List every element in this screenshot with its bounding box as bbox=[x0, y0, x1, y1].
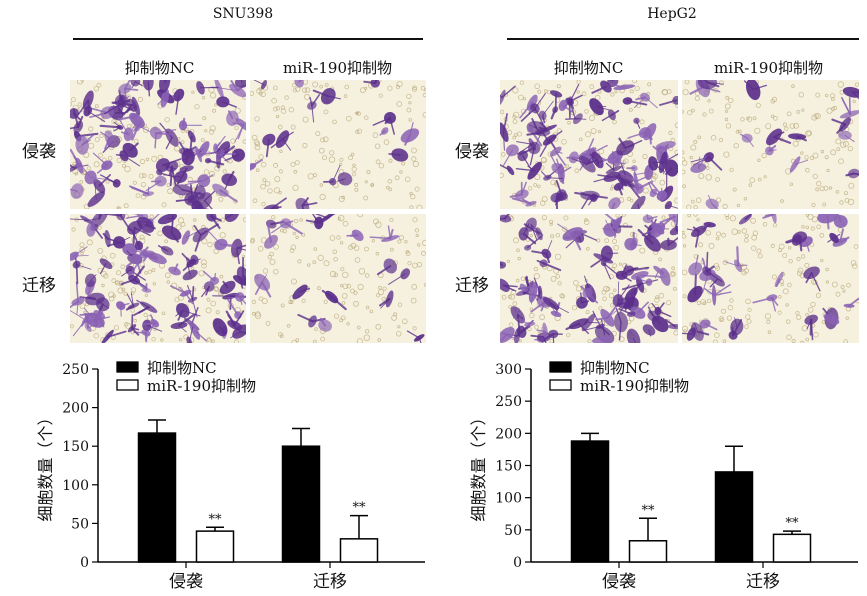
title-rule bbox=[507, 38, 859, 40]
column-label-nc: 抑制物NC bbox=[124, 59, 195, 77]
y-tick-label: 150 bbox=[495, 459, 522, 475]
title-rule bbox=[73, 38, 423, 40]
micrograph-migration-nc bbox=[500, 214, 678, 343]
y-tick-label: 100 bbox=[495, 491, 522, 507]
micrograph-invasion-inhibitor bbox=[250, 80, 426, 209]
y-tick-label: 50 bbox=[504, 523, 522, 539]
y-tick-label: 50 bbox=[71, 516, 89, 532]
column-label-inhibitor: miR-190抑制物 bbox=[713, 59, 823, 77]
micrograph-invasion-nc bbox=[70, 80, 246, 209]
significance-mark: ** bbox=[642, 503, 656, 518]
legend-swatch bbox=[116, 379, 139, 391]
y-tick-label: 300 bbox=[495, 362, 522, 378]
y-tick-label: 100 bbox=[62, 478, 89, 494]
bar-chart-snu398: 0 50 100 150 200 250 细胞数量（个） ** 侵袭 ** 迁移 抑制物NCmiR-1… bbox=[36, 359, 425, 592]
y-axis-label: 细胞数量（个） bbox=[469, 409, 488, 521]
bar-nc bbox=[281, 445, 321, 563]
bar-nc bbox=[570, 440, 610, 563]
legend-swatch bbox=[549, 379, 572, 391]
legend-swatch bbox=[116, 361, 139, 373]
y-tick-label: 250 bbox=[495, 394, 522, 410]
row-label-invasion: 侵袭 bbox=[455, 142, 489, 162]
y-tick-label: 0 bbox=[80, 555, 89, 571]
y-tick-label: 150 bbox=[62, 439, 89, 455]
cell-line-title: HepG2 bbox=[647, 6, 697, 22]
bar-inhibitor bbox=[195, 530, 235, 563]
panel-snu398: SNU398 抑制物NC miR-190抑制物 侵袭 迁移 0 50 100 150 2… bbox=[0, 0, 433, 596]
bar-nc bbox=[714, 471, 754, 563]
y-axis-label: 细胞数量（个） bbox=[36, 409, 55, 521]
row-label-invasion: 侵袭 bbox=[22, 142, 56, 162]
x-tick-label: 迁移 bbox=[313, 572, 347, 592]
x-tick-label: 迁移 bbox=[746, 572, 780, 592]
bar-inhibitor bbox=[339, 538, 379, 563]
cell-line-title: SNU398 bbox=[212, 6, 274, 22]
micrograph-invasion-inhibitor bbox=[682, 80, 859, 209]
y-tick-label: 250 bbox=[62, 362, 89, 378]
micrograph-migration-nc bbox=[70, 214, 246, 343]
row-label-migration: 迁移 bbox=[455, 276, 489, 296]
legend-label: miR-190抑制物 bbox=[580, 377, 689, 395]
bar-inhibitor bbox=[772, 533, 812, 563]
x-tick-label: 侵袭 bbox=[169, 572, 203, 592]
row-label-migration: 迁移 bbox=[22, 276, 56, 296]
micrograph-invasion-nc bbox=[500, 80, 678, 209]
y-tick-label: 0 bbox=[513, 555, 522, 571]
legend-label: miR-190抑制物 bbox=[147, 377, 256, 395]
bar-inhibitor bbox=[628, 540, 668, 563]
panel-hepg2: HepG2 抑制物NC miR-190抑制物 侵袭 迁移 0 50 100 150 20… bbox=[433, 0, 866, 596]
column-label-nc: 抑制物NC bbox=[553, 59, 624, 77]
legend-label: 抑制物NC bbox=[580, 359, 650, 377]
significance-mark: ** bbox=[209, 512, 223, 527]
y-tick-label: 200 bbox=[495, 426, 522, 442]
x-tick-label: 侵袭 bbox=[602, 572, 636, 592]
significance-mark: ** bbox=[786, 516, 800, 531]
micrograph-migration-inhibitor bbox=[250, 214, 426, 343]
legend-swatch bbox=[549, 361, 572, 373]
micrograph-migration-inhibitor bbox=[682, 214, 859, 343]
y-tick-label: 200 bbox=[62, 401, 89, 417]
significance-mark: ** bbox=[353, 501, 367, 516]
bar-nc bbox=[137, 432, 177, 563]
column-label-inhibitor: miR-190抑制物 bbox=[282, 59, 392, 77]
bar-chart-hepg2: 0 50 100 150 200 250 300 细胞数量（个） ** 侵袭 ** 迁移 抑制物NCmi… bbox=[469, 359, 858, 592]
legend-label: 抑制物NC bbox=[147, 359, 217, 377]
